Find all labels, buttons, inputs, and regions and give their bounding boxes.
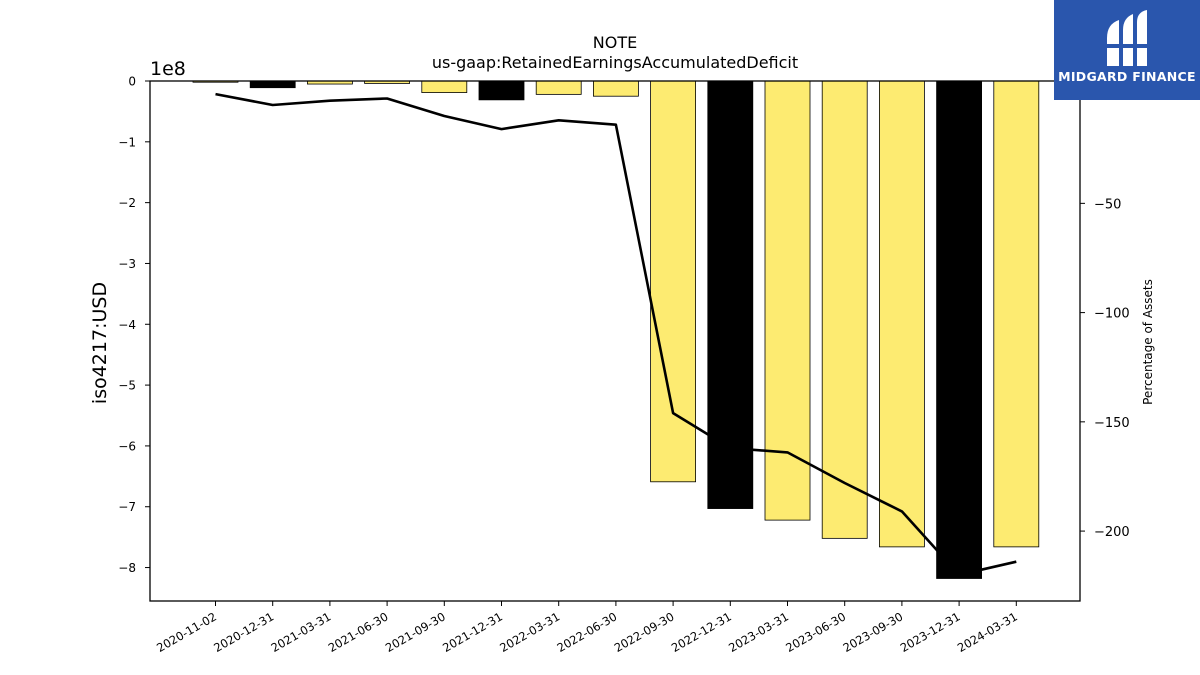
- bar: [821, 80, 868, 539]
- logo-mark-icon: [1105, 10, 1149, 66]
- y-tick-label: −3: [118, 257, 136, 271]
- y2-tick-label: −200: [1094, 525, 1130, 540]
- bar: [593, 80, 639, 97]
- x-tick-label: 2023-03-31: [726, 609, 791, 655]
- y2-tick-label: −100: [1094, 307, 1130, 322]
- chart-title: NOTE: [593, 33, 637, 52]
- bar: [421, 80, 468, 93]
- x-tick-label: 2021-09-30: [383, 609, 448, 655]
- series-line: [215, 92, 1017, 577]
- y-axis-label: iso4217:USD: [89, 282, 111, 404]
- x-tick-label: 2022-12-31: [669, 609, 734, 655]
- offset-label: 1e8: [150, 58, 186, 80]
- bar: [478, 80, 525, 101]
- y-tick-label: −5: [118, 379, 136, 393]
- bar: [993, 80, 1040, 548]
- x-tick-label: 2021-03-31: [269, 609, 334, 655]
- x-tick-label: 2020-11-02: [154, 609, 219, 655]
- y-tick-label: −4: [118, 318, 136, 332]
- bar: [764, 80, 811, 521]
- x-tick-label: 2024-03-31: [955, 609, 1020, 655]
- y-tick-label: 0: [128, 75, 136, 89]
- bar: [535, 80, 582, 95]
- plot-frame: [149, 80, 1081, 602]
- bar: [936, 80, 982, 579]
- x-tick-label: 2021-06-30: [326, 609, 391, 655]
- bar: [249, 80, 296, 89]
- x-tick-label: 2021-12-31: [440, 609, 505, 655]
- logo-text: MIDGARD FINANCE: [1058, 69, 1196, 84]
- y-tick-label: −8: [118, 561, 136, 575]
- y2-axis-label: Percentage of Assets: [1141, 279, 1155, 405]
- y-tick-label: −6: [118, 439, 136, 453]
- x-tick-label: 2022-03-31: [497, 609, 562, 655]
- x-tick-label: 2022-06-30: [555, 609, 620, 655]
- y-tick-label: −1: [118, 135, 136, 149]
- x-tick-label: 2023-06-30: [783, 609, 848, 655]
- brand-logo: MIDGARD FINANCE: [1054, 0, 1200, 100]
- chart-subtitle: us-gaap:RetainedEarningsAccumulatedDefic…: [432, 53, 798, 72]
- bar: [879, 80, 925, 548]
- bar: [707, 80, 754, 509]
- y-tick-label: −7: [118, 500, 136, 514]
- y2-tick-label: −50: [1094, 197, 1121, 212]
- x-tick-label: 2023-09-30: [841, 609, 906, 655]
- x-tick-label: 2023-12-31: [898, 609, 963, 655]
- bar: [650, 80, 696, 483]
- y2-tick-label: −150: [1094, 416, 1130, 431]
- x-tick-label: 2020-12-31: [211, 609, 276, 655]
- x-tick-label: 2022-09-30: [612, 609, 677, 655]
- y-tick-label: −2: [118, 196, 136, 210]
